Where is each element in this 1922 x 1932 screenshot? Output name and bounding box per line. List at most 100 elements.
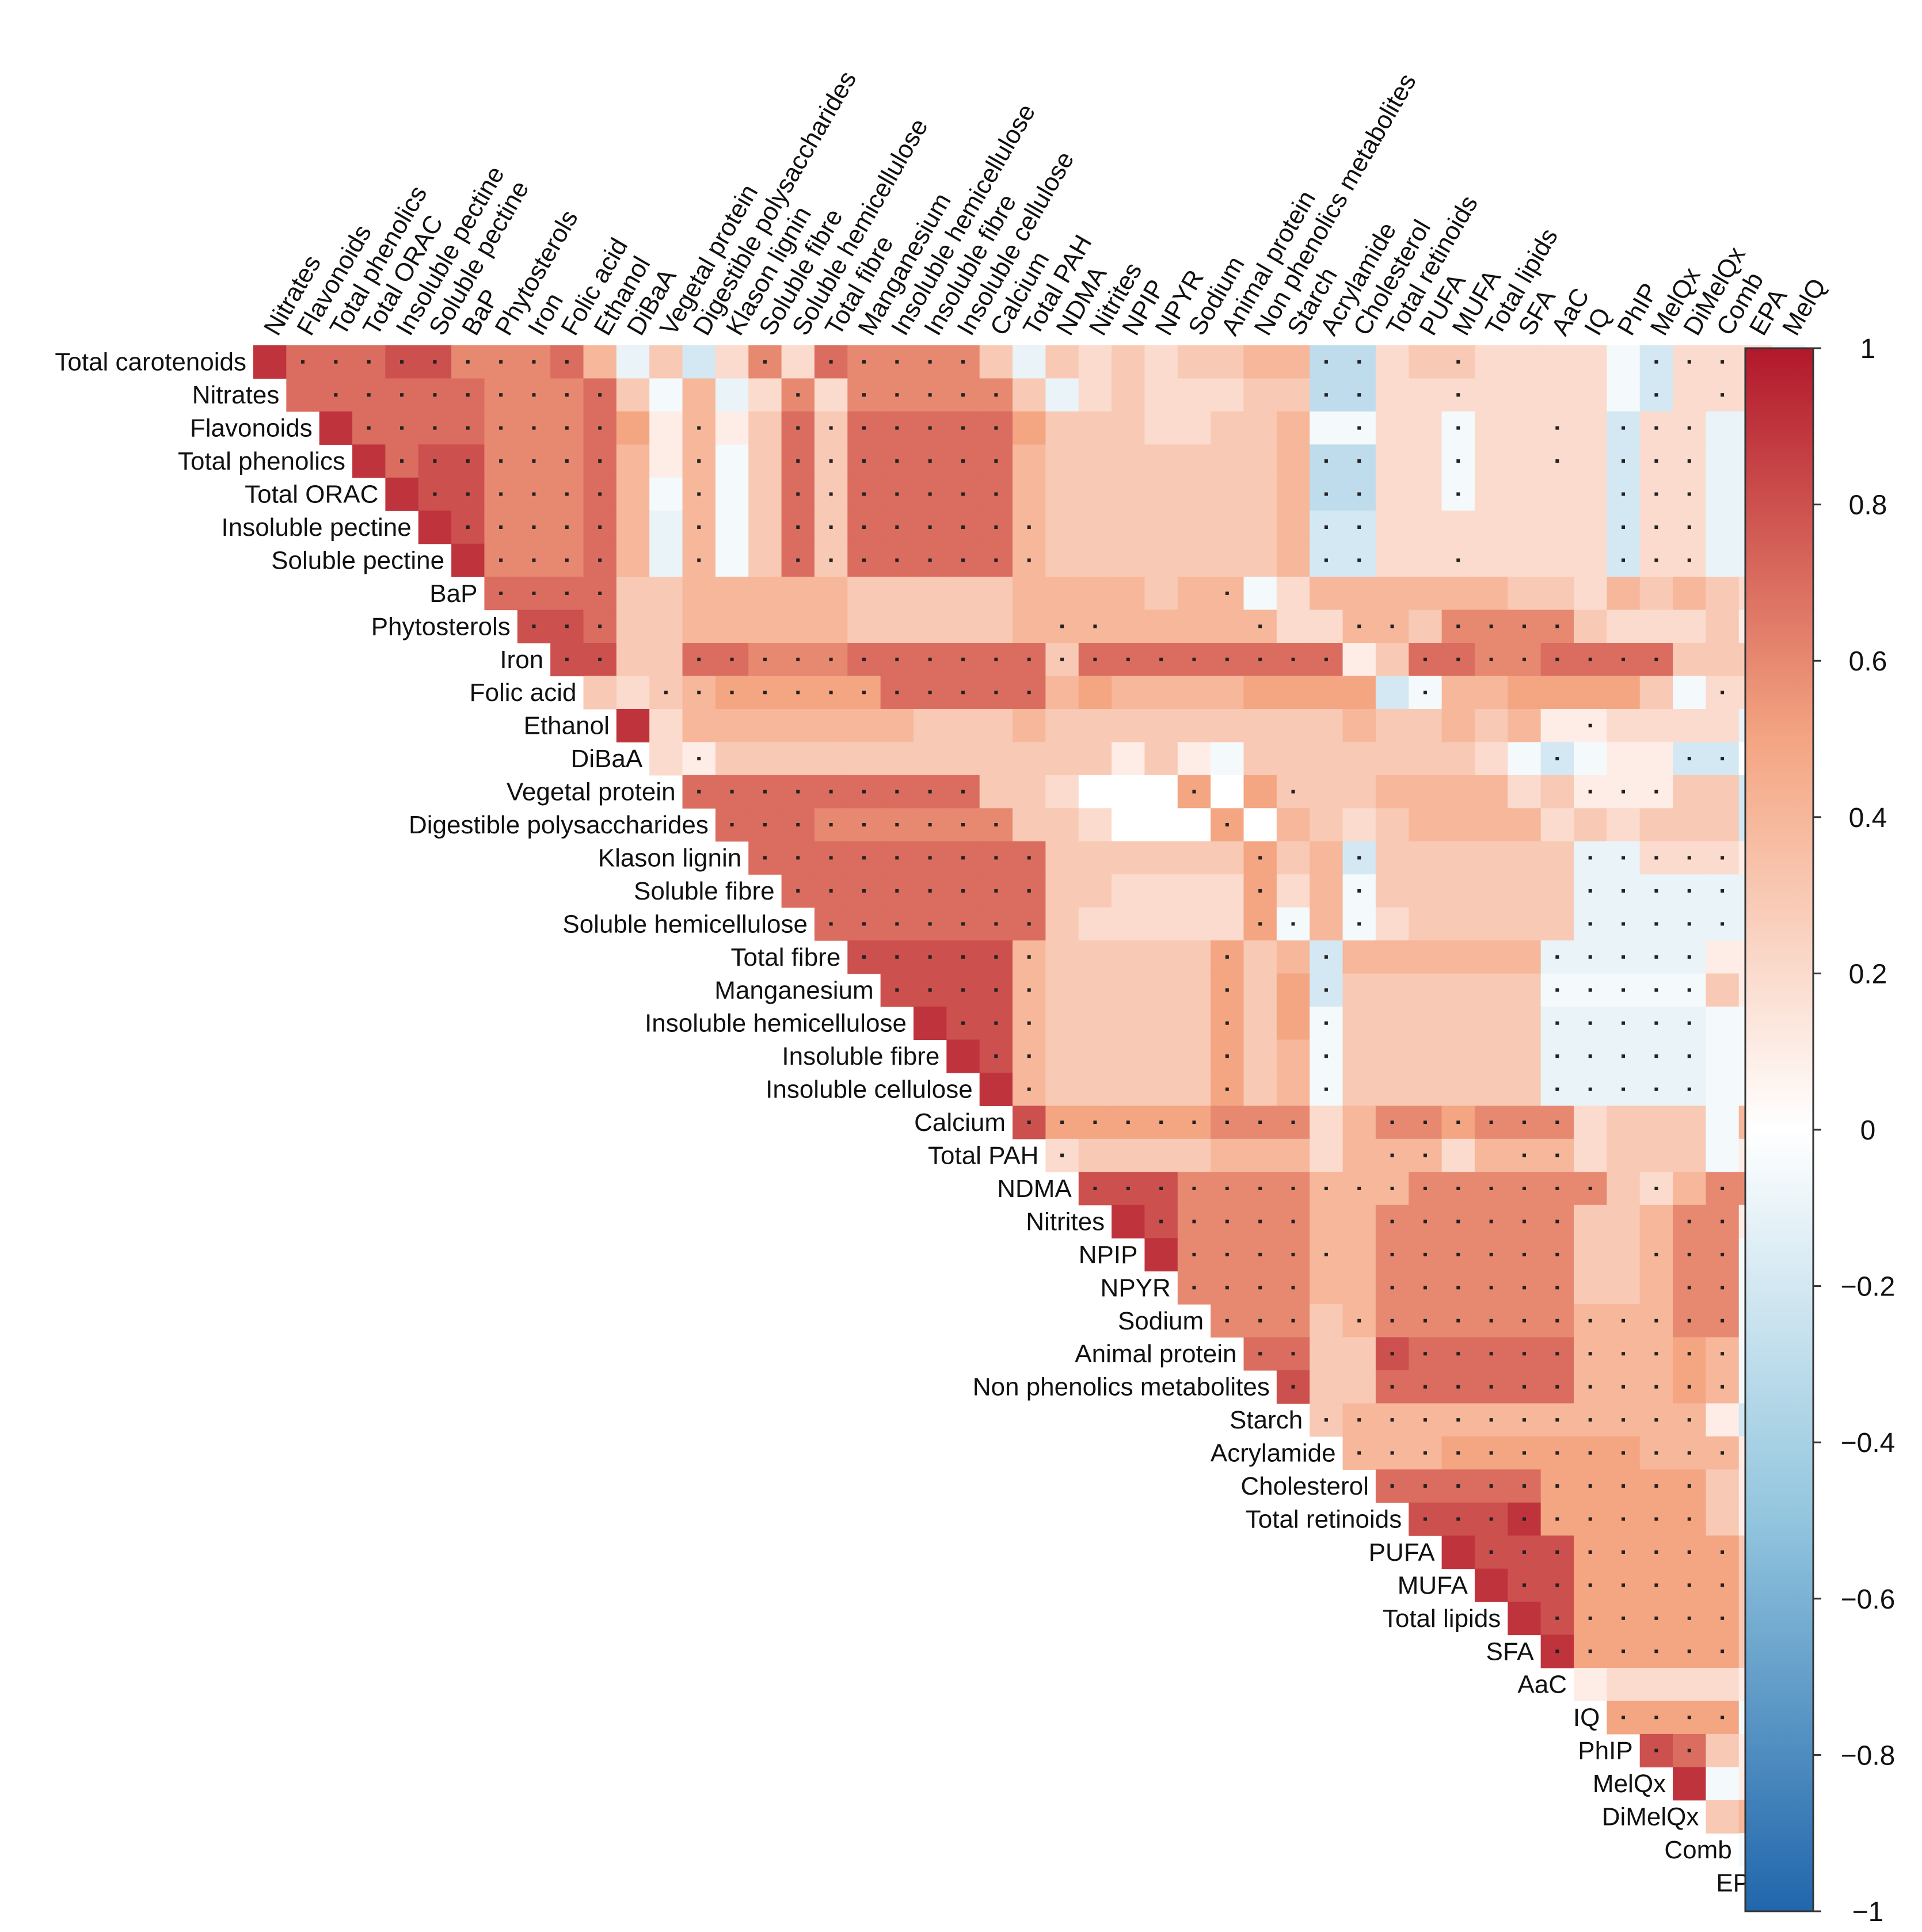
cell-r17-c28 — [1177, 907, 1211, 941]
cell-r15-c36 — [1441, 841, 1475, 875]
sig-dot-r13-c13 — [697, 790, 701, 794]
sig-dot-r20-c21 — [961, 1021, 965, 1025]
sig-dot-r1-c5 — [433, 393, 437, 397]
cell-r12-c15 — [748, 742, 782, 776]
cell-r13-c36 — [1441, 775, 1475, 809]
sig-dot-r29-c33 — [1357, 1319, 1361, 1323]
sig-dot-r4-c21 — [961, 492, 965, 496]
cell-r5-c11 — [616, 510, 650, 544]
cell-r13-c34 — [1375, 775, 1409, 809]
row-label: IQ — [1573, 1704, 1600, 1732]
sig-dot-r7-c29 — [1225, 591, 1229, 595]
sig-dot-r32-c37 — [1489, 1418, 1493, 1422]
sig-dot-r3-c5 — [433, 459, 437, 463]
cell-r24-c31 — [1276, 1138, 1310, 1172]
cell-r12-c30 — [1243, 742, 1277, 776]
cell-r5-c28 — [1177, 510, 1211, 544]
sig-dot-r9-c37 — [1489, 657, 1493, 661]
sig-dot-r9-c22 — [994, 657, 998, 661]
row-label: PUFA — [1369, 1538, 1436, 1567]
cell-r14-c30 — [1243, 808, 1277, 842]
sig-dot-r33-c42 — [1654, 1451, 1658, 1455]
cell-r4-c26 — [1112, 477, 1145, 511]
cell-r10-c29 — [1211, 676, 1244, 710]
sig-dot-r32-c38 — [1522, 1418, 1526, 1422]
sig-dot-r18-c41 — [1622, 955, 1626, 959]
cell-r12-c40 — [1574, 742, 1607, 776]
sig-dot-r14-c22 — [994, 823, 998, 827]
sig-dot-r4-c9 — [565, 492, 569, 496]
cell-r11-c24 — [1045, 708, 1079, 742]
cell-r15-c34 — [1375, 841, 1409, 875]
sig-dot-r14-c29 — [1225, 823, 1229, 827]
cell-r19-c25 — [1078, 973, 1112, 1007]
sig-dot-r23-c28 — [1192, 1121, 1196, 1125]
cell-r8-c40 — [1574, 609, 1607, 643]
sig-dot-r41-c43 — [1687, 1716, 1691, 1720]
sig-dot-r34-c41 — [1622, 1484, 1626, 1488]
sig-dot-r2-c6 — [466, 426, 470, 430]
sig-dot-r2-c21 — [961, 426, 965, 430]
cell-r6-c31 — [1276, 543, 1310, 577]
cell-r2-c24 — [1045, 411, 1079, 445]
sig-dot-r23-c26 — [1126, 1121, 1130, 1125]
cell-r1-c35 — [1409, 378, 1443, 412]
cell-r23-c43 — [1673, 1106, 1706, 1140]
sig-dot-r0-c20 — [928, 360, 932, 364]
sig-dot-r27-c34 — [1390, 1252, 1394, 1256]
cell-r5-c15 — [748, 510, 782, 544]
sig-dot-r34-c39 — [1555, 1484, 1559, 1488]
cell-r5-c37 — [1474, 510, 1508, 544]
cell-r4-c23 — [1013, 477, 1046, 511]
cell-r17-c36 — [1441, 907, 1475, 941]
cell-r11-c21 — [946, 708, 980, 742]
sig-dot-r32-c35 — [1423, 1418, 1427, 1422]
cell-r5-c30 — [1243, 510, 1277, 544]
sig-dot-r26-c31 — [1291, 1220, 1295, 1224]
sig-dot-r16-c23 — [1027, 889, 1031, 893]
sig-dot-r36-c38 — [1522, 1550, 1526, 1554]
sig-dot-r21-c40 — [1588, 1054, 1592, 1058]
sig-dot-r17-c40 — [1588, 922, 1592, 926]
cell-r11-c16 — [781, 708, 815, 742]
cell-r1-c14 — [715, 378, 749, 412]
sig-dot-r18-c21 — [961, 955, 965, 959]
sig-dot-r6-c33 — [1357, 558, 1361, 562]
sig-dot-r38-c39 — [1555, 1616, 1559, 1620]
sig-dot-r19-c43 — [1687, 988, 1691, 992]
sig-dot-r5-c20 — [928, 525, 932, 529]
sig-dot-r37-c42 — [1654, 1583, 1658, 1587]
sig-dot-r16-c44 — [1721, 889, 1725, 893]
sig-dot-r26-c39 — [1555, 1220, 1559, 1224]
cell-r18-c34 — [1375, 940, 1409, 974]
sig-dot-r10-c15 — [763, 691, 767, 695]
cell-r14-c23 — [1013, 808, 1046, 842]
cell-r3-c12 — [649, 444, 683, 478]
sig-dot-r21-c32 — [1324, 1054, 1328, 1058]
cell-r5-c25 — [1078, 510, 1112, 544]
sig-dot-r0-c33 — [1357, 360, 1361, 364]
sig-dot-r1-c20 — [928, 393, 932, 397]
sig-dot-r5-c18 — [862, 525, 866, 529]
sig-dot-r7-c8 — [532, 591, 536, 595]
cell-r0-c26 — [1112, 345, 1145, 379]
cell-r10-c41 — [1607, 676, 1641, 710]
row-label: Digestible polysaccharides — [409, 811, 709, 839]
sig-dot-r25-c27 — [1159, 1186, 1163, 1190]
sig-dot-r33-c39 — [1555, 1451, 1559, 1455]
cell-r19-c36 — [1441, 973, 1475, 1007]
sig-dot-r13-c41 — [1622, 790, 1626, 794]
cell-r3-c24 — [1045, 444, 1079, 478]
sig-dot-r27-c36 — [1456, 1252, 1460, 1256]
cell-r2-c35 — [1409, 411, 1443, 445]
sig-dot-r13-c14 — [730, 790, 734, 794]
sig-dot-r3-c36 — [1456, 459, 1460, 463]
cell-r2-c11 — [616, 411, 650, 445]
sig-dot-r3-c41 — [1622, 459, 1626, 463]
cell-r7-c32 — [1310, 577, 1344, 611]
row-label: Total carotenoids — [55, 348, 246, 376]
row-label: Flavonoids — [190, 414, 313, 443]
sig-dot-r5-c41 — [1622, 525, 1626, 529]
cell-r8-c19 — [880, 609, 914, 643]
row-label: Total ORAC — [245, 481, 378, 509]
